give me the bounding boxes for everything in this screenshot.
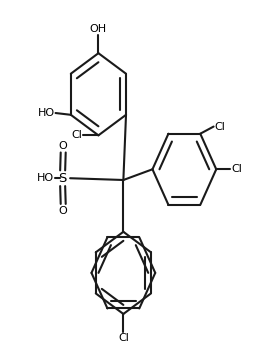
Text: Cl: Cl: [71, 130, 82, 140]
Text: O: O: [59, 141, 67, 151]
Text: OH: OH: [90, 24, 107, 34]
Text: O: O: [59, 206, 67, 216]
Text: Cl: Cl: [214, 122, 225, 131]
Text: Cl: Cl: [231, 164, 242, 174]
Text: Cl: Cl: [118, 333, 129, 343]
Text: S: S: [58, 172, 67, 185]
Text: HO: HO: [36, 173, 53, 183]
Text: HO: HO: [38, 108, 55, 118]
